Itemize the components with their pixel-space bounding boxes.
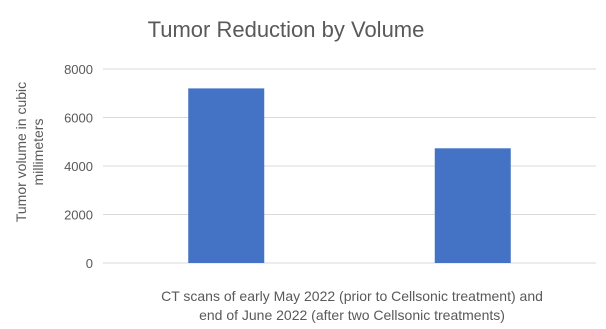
x-axis-title-line-2: end of June 2022 (after two Cellsonic tr…: [199, 307, 505, 323]
x-axis-title-line-1: CT scans of early May 2022 (prior to Cel…: [161, 288, 543, 304]
y-tick-label: 8000: [64, 62, 93, 77]
bar-1: [188, 88, 265, 264]
chart-title: Tumor Reduction by Volume: [148, 17, 425, 42]
bars: [188, 88, 511, 264]
y-axis-title-line-1: Tumor volume in cubic: [13, 82, 29, 222]
y-axis-ticks: 0 2000 4000 6000 8000: [64, 62, 93, 271]
y-axis-title: Tumor volume in cubic millimeters: [13, 82, 46, 222]
y-tick-label: 2000: [64, 208, 93, 223]
y-tick-label: 4000: [64, 159, 93, 174]
y-tick-label: 6000: [64, 111, 93, 126]
y-axis-title-line-2: millimeters: [30, 119, 46, 186]
y-tick-label: 0: [86, 256, 93, 271]
gridlines: [103, 68, 596, 264]
bar-2: [434, 148, 511, 263]
